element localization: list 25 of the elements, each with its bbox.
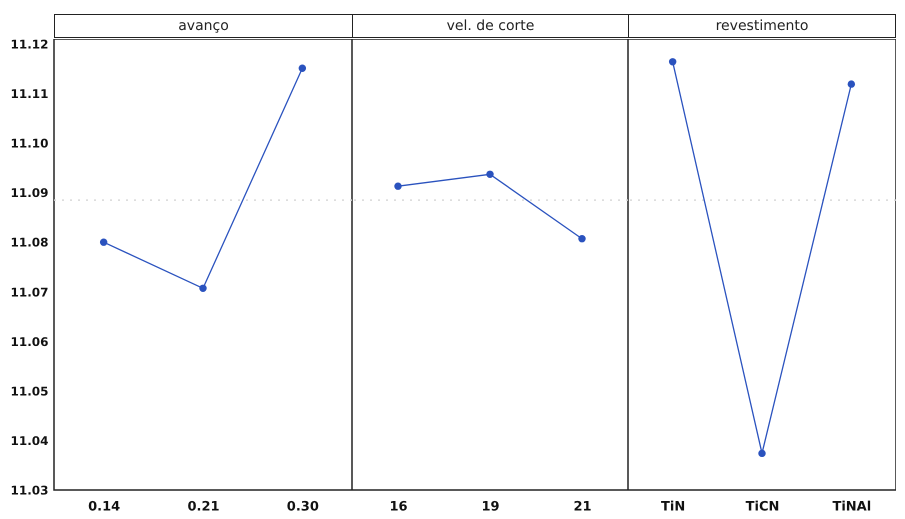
y-tick-label: 11.06 — [10, 334, 48, 349]
x-tick-label: TiN — [661, 500, 686, 514]
y-tick-label: 11.07 — [10, 285, 48, 300]
point — [298, 64, 306, 72]
x-tick-label: 0.21 — [187, 500, 220, 514]
x-tick-label: TiNAl — [832, 500, 872, 514]
y-tick-label: 11.05 — [10, 384, 48, 398]
y-tick-label: 11.03 — [10, 484, 48, 498]
y-tick-label: 11.12 — [10, 37, 48, 52]
chart-title: avanço — [54, 14, 353, 38]
y-tick-label: 11.04 — [10, 434, 48, 448]
y-tick-label: 11.10 — [10, 136, 48, 151]
y-tick-label: 11.08 — [10, 236, 48, 250]
x-tick-label: 16 — [389, 500, 408, 514]
point — [100, 238, 108, 246]
point — [199, 284, 207, 292]
chart-title: vel. de corte — [352, 14, 629, 38]
x-tick-label: 19 — [481, 500, 500, 514]
y-tick-label: 11.11 — [10, 87, 48, 102]
x-tick-label: 0.14 — [88, 500, 120, 514]
x-tick-label: TiCN — [746, 500, 780, 514]
x-tick-label: 0.30 — [286, 500, 319, 514]
y-tick-label: 11.09 — [10, 186, 48, 200]
x-tick-label: 21 — [573, 500, 592, 514]
chart-title: revestimento — [628, 14, 896, 38]
